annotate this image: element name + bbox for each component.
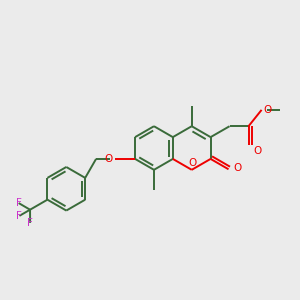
Text: O: O [254, 146, 262, 156]
Text: O: O [189, 158, 197, 168]
Text: F: F [16, 198, 22, 208]
Text: O: O [105, 154, 113, 164]
Text: F: F [16, 211, 22, 221]
Text: O: O [264, 105, 272, 115]
Text: F: F [27, 218, 33, 228]
Text: O: O [233, 163, 242, 173]
